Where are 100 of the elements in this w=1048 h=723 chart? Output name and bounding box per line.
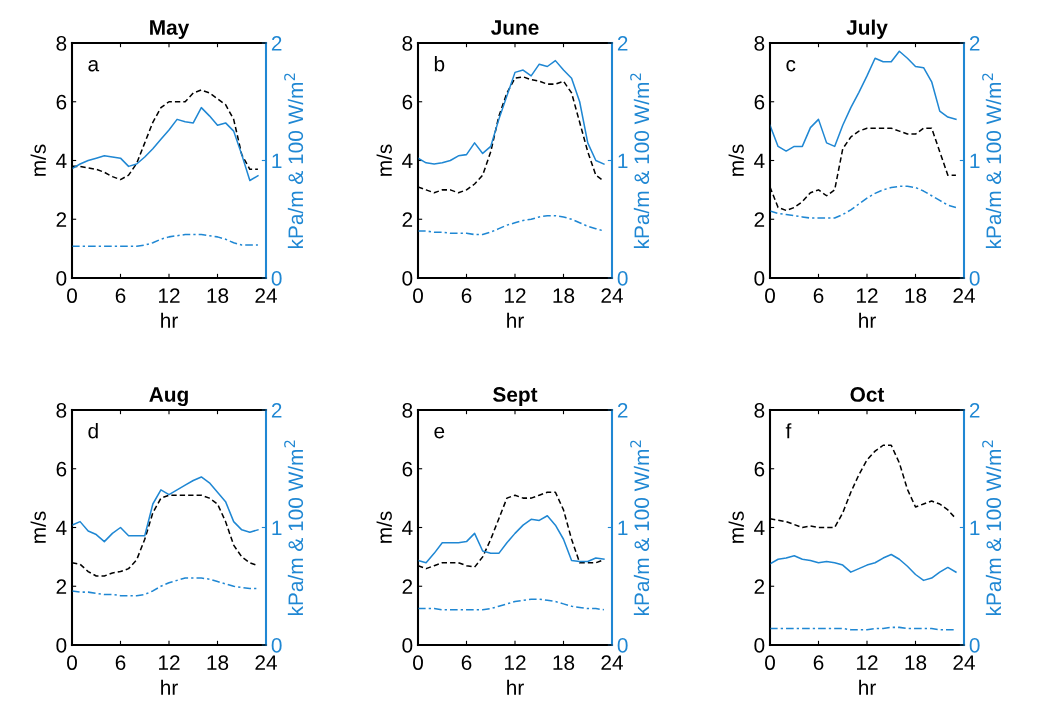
y2-tick-label: 1 — [970, 153, 980, 169]
line-series — [72, 476, 259, 543]
x-tick-label: 24 — [255, 288, 277, 303]
x-tick-label: 0 — [413, 288, 423, 304]
x-tick-label: 6 — [115, 655, 126, 671]
x-tick-label: 18 — [553, 655, 575, 671]
y-tick-label: 8 — [56, 36, 67, 51]
annotation: d — [88, 423, 98, 439]
y-tick-label: 2 — [56, 579, 67, 594]
y2-tick-label: 1 — [272, 153, 282, 169]
chart-title: June — [491, 20, 539, 35]
line-series — [770, 50, 957, 152]
y2-tick-label: 2 — [969, 403, 980, 418]
y-tick-label: 6 — [754, 94, 765, 110]
x-tick-label: 12 — [505, 655, 526, 670]
x-axis-title: hr — [507, 312, 524, 328]
chart-title: Sept — [493, 387, 538, 406]
annotation: a — [88, 59, 100, 72]
y2-tick-label: 0 — [969, 271, 980, 286]
y2-tick-label: 0 — [271, 638, 282, 653]
x-tick-label: 18 — [207, 655, 229, 671]
x-tick-label: 12 — [159, 655, 180, 670]
line-series — [418, 598, 605, 611]
y2-axis-title: kPa/m & 100 W/m$^{2}$ — [284, 440, 304, 616]
x-tick-label: 0 — [765, 288, 775, 304]
y-axis-title: m/s — [728, 511, 744, 543]
x-axis-title: hr — [161, 312, 178, 328]
y-tick-label: 2 — [56, 212, 67, 227]
y2-tick-label: 1 — [618, 520, 628, 536]
y2-tick-label: 1 — [618, 153, 628, 169]
y-tick-label: 0 — [754, 271, 765, 286]
x-tick-label: 0 — [67, 288, 77, 304]
y-tick-label: 8 — [56, 403, 67, 418]
x-tick-label: 18 — [207, 288, 229, 304]
chart-title: Oct — [850, 387, 885, 402]
x-tick-label: 12 — [505, 288, 526, 303]
y-tick-label: 2 — [754, 579, 765, 594]
x-axis-title: hr — [507, 679, 524, 695]
x-tick-label: 24 — [601, 655, 623, 670]
y-tick-label: 6 — [56, 461, 67, 477]
y2-tick-label: 2 — [617, 403, 628, 418]
x-tick-label: 12 — [159, 288, 180, 303]
y-axis-title: m/s — [376, 511, 392, 543]
y-tick-label: 0 — [56, 271, 67, 286]
y2-tick-label: 2 — [617, 36, 628, 51]
x-tick-label: 24 — [953, 655, 975, 670]
annotation: e — [434, 426, 445, 439]
y-tick-label: 0 — [402, 271, 413, 286]
line-series — [72, 577, 259, 597]
y-tick-label: 8 — [754, 36, 765, 51]
x-tick-label: 24 — [601, 288, 623, 303]
y2-tick-label: 2 — [271, 403, 282, 418]
y-tick-label: 2 — [402, 579, 413, 594]
y-tick-label: 2 — [402, 212, 413, 227]
y-tick-label: 0 — [56, 638, 67, 653]
y-axis-title: m/s — [30, 144, 46, 176]
y-axis-title: m/s — [376, 144, 392, 176]
y2-axis-title: kPa/m & 100 W/m$^{2}$ — [284, 73, 304, 249]
y2-tick-label: 1 — [272, 520, 282, 536]
x-tick-label: 6 — [813, 288, 824, 304]
y2-axis-title: kPa/m & 100 W/m$^{2}$ — [630, 73, 650, 249]
x-tick-label: 24 — [953, 288, 975, 303]
chart-title: Aug — [149, 387, 188, 407]
x-tick-label: 6 — [461, 655, 472, 671]
x-tick-label: 6 — [461, 288, 472, 304]
x-tick-label: 18 — [553, 288, 575, 304]
y2-tick-label: 1 — [970, 520, 980, 536]
line-series — [72, 233, 259, 248]
x-axis-title: hr — [161, 679, 178, 695]
y2-axis-title: kPa/m & 100 W/m$^{2}$ — [982, 73, 1002, 249]
y2-tick-label: 0 — [617, 271, 628, 286]
y2-tick-label: 0 — [969, 638, 980, 653]
y-axis-title: m/s — [30, 511, 46, 543]
y2-tick-label: 0 — [617, 638, 628, 653]
x-tick-label: 0 — [67, 655, 77, 671]
y-tick-label: 6 — [56, 94, 67, 110]
y-tick-label: 4 — [754, 520, 765, 536]
y-tick-label: 2 — [754, 212, 765, 227]
y2-axis-title: kPa/m & 100 W/m$^{2}$ — [630, 440, 650, 616]
x-tick-label: 18 — [905, 288, 927, 304]
y2-axis-title: kPa/m & 100 W/m$^{2}$ — [982, 440, 1002, 616]
y-tick-label: 4 — [56, 153, 67, 169]
x-tick-label: 6 — [813, 655, 824, 671]
line-series — [770, 553, 957, 582]
y-tick-label: 4 — [56, 520, 67, 536]
x-tick-label: 18 — [905, 655, 927, 671]
annotation: c — [786, 59, 796, 72]
line-series — [418, 514, 605, 564]
y-tick-label: 4 — [754, 153, 765, 169]
y-tick-label: 4 — [402, 520, 413, 536]
y-tick-label: 6 — [402, 94, 413, 110]
x-tick-label: 0 — [413, 655, 423, 671]
annotation: f — [785, 423, 792, 439]
y-tick-label: 0 — [754, 638, 765, 653]
y-tick-label: 8 — [754, 403, 765, 418]
line-series — [770, 185, 957, 219]
x-tick-label: 12 — [857, 288, 878, 303]
x-tick-label: 24 — [255, 655, 277, 670]
x-tick-label: 12 — [857, 655, 878, 670]
y-tick-label: 4 — [402, 153, 413, 169]
